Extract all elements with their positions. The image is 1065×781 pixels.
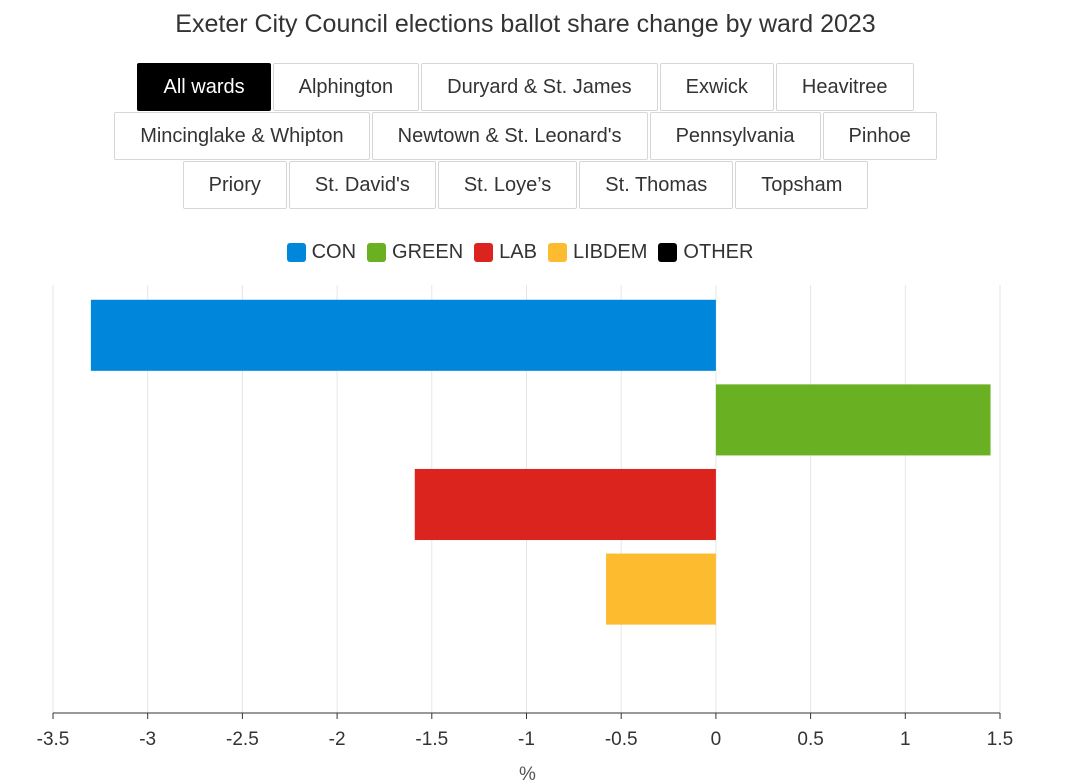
chart-title: Exeter City Council elections ballot sha… <box>175 10 876 38</box>
x-tick-label: -2.5 <box>226 729 259 750</box>
tab-row-1: All wards Alphington Duryard & St. James… <box>137 63 914 111</box>
x-axis-title: % <box>519 764 536 781</box>
tab-duryard-st-james[interactable]: Duryard & St. James <box>421 63 658 111</box>
x-tick-label: -1.5 <box>415 729 448 750</box>
tab-heavitree[interactable]: Heavitree <box>775 63 914 111</box>
x-tick-label: 0 <box>711 729 722 750</box>
tab-pennsylvania[interactable]: Pennsylvania <box>649 112 821 160</box>
x-tick-label: 0.5 <box>797 729 823 750</box>
legend-label-libdem: LIBDEM <box>572 241 648 263</box>
legend-swatch-green <box>367 243 387 262</box>
tab-pinhoe[interactable]: Pinhoe <box>822 112 937 160</box>
bar-lab <box>414 468 716 541</box>
tab-row-2: Mincinglake & Whipton Newtown & St. Leon… <box>114 112 937 160</box>
legend-swatch-con <box>286 243 306 262</box>
x-tick-label: 1.5 <box>987 729 1013 750</box>
tab-row-3: Priory St. David's St. Loye’s St. Thomas… <box>182 161 869 209</box>
x-tick-label: -2 <box>329 729 346 750</box>
legend-item-other[interactable]: OTHER <box>658 241 753 264</box>
tab-mincinglake-whipton[interactable]: Mincinglake & Whipton <box>114 112 370 160</box>
legend-item-libdem[interactable]: LIBDEM <box>547 241 648 264</box>
bar-green <box>715 384 991 456</box>
tab-exwick[interactable]: Exwick <box>659 63 774 111</box>
legend-swatch-lab <box>474 243 494 262</box>
tab-st-davids[interactable]: St. David's <box>288 161 436 209</box>
chart-legend: CON GREEN LAB LIBDEM OTHER <box>0 241 1040 264</box>
x-tick-label: -1 <box>518 729 535 750</box>
legend-label-lab: LAB <box>499 241 537 263</box>
x-tick-label: -0.5 <box>605 729 638 750</box>
x-tick-label: 1 <box>900 729 911 750</box>
legend-label-con: CON <box>311 241 357 263</box>
legend-swatch-libdem <box>547 243 567 262</box>
legend-item-con[interactable]: CON <box>286 241 357 264</box>
bar-libdem <box>606 553 716 625</box>
legend-label-green: GREEN <box>392 241 464 263</box>
x-tick-label: -3.5 <box>37 729 70 750</box>
tab-st-thomas[interactable]: St. Thomas <box>579 161 734 209</box>
ward-tabs: All wards Alphington Duryard & St. James… <box>0 63 1051 209</box>
tab-all-wards[interactable]: All wards <box>137 63 271 111</box>
bar-con <box>90 299 716 371</box>
legend-item-lab[interactable]: LAB <box>474 241 537 264</box>
tab-priory[interactable]: Priory <box>182 161 287 209</box>
tab-newtown-st-leonards[interactable]: Newtown & St. Leonard's <box>371 112 648 160</box>
legend-swatch-other <box>658 243 678 262</box>
x-tick-label: -3 <box>139 729 156 750</box>
legend-label-other: OTHER <box>683 241 754 263</box>
legend-item-green[interactable]: GREEN <box>367 241 463 264</box>
tab-st-loyes[interactable]: St. Loye’s <box>437 161 578 209</box>
tab-alphington[interactable]: Alphington <box>272 63 420 111</box>
bar-chart: -3.5 -3 -2.5 -2 -1.5 -1 -0.5 0 0.5 1 1.5% <box>37 285 1013 781</box>
tab-topsham[interactable]: Topsham <box>735 161 869 209</box>
